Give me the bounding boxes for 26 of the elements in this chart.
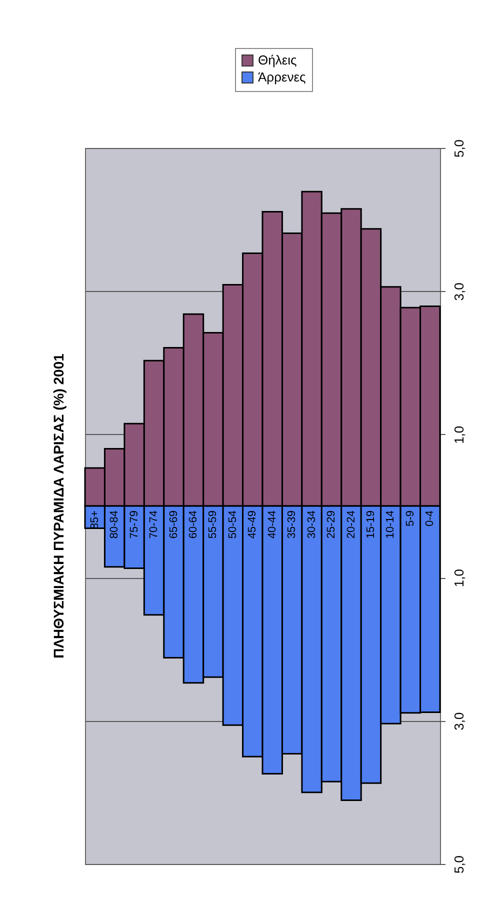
- x-tick-label: 50-54: [226, 510, 239, 539]
- x-tick-label: 10-14: [384, 510, 397, 539]
- x-tick-label: 35-39: [286, 510, 298, 539]
- x-tick-label: 25-29: [326, 510, 338, 539]
- x-tick-label: 80-84: [108, 510, 121, 539]
- legend-label: Θήλεις: [258, 52, 297, 68]
- x-tick-label: 15-19: [364, 510, 377, 539]
- y-tick-label: 3,0: [452, 712, 466, 730]
- x-tick-label: 65-69: [168, 510, 180, 539]
- y-tick-label: 3,0: [452, 282, 466, 301]
- text: ΠΛΗΘΥΣΜΙΑΚΗ ΠΥΡΑΜΙΔΑ ΛΑΡΙΣΑΣ (%) 2001: [50, 353, 66, 658]
- x-tick-label: 0-4: [424, 510, 436, 526]
- x-tick-label: 70-74: [148, 510, 160, 539]
- y-tick-label: 5,0: [452, 139, 466, 158]
- y-tick-label: 1,0: [452, 426, 466, 444]
- x-tick-label: 20-24: [345, 510, 358, 539]
- x-tick-label: 45-49: [246, 510, 259, 539]
- x-tick-label: 5-9: [404, 510, 416, 526]
- legend-label: Άρρενες: [258, 70, 306, 84]
- x-tick-label: 40-44: [266, 510, 278, 539]
- x-tick-label: 30-34: [306, 510, 318, 539]
- x-tick-label: 75-79: [128, 510, 140, 539]
- x-tick-label: 55-59: [207, 510, 220, 539]
- y-tick-label: 5,0: [452, 855, 466, 874]
- x-tick-label: 60-64: [187, 510, 200, 539]
- y-tick-label: 1,0: [452, 569, 466, 588]
